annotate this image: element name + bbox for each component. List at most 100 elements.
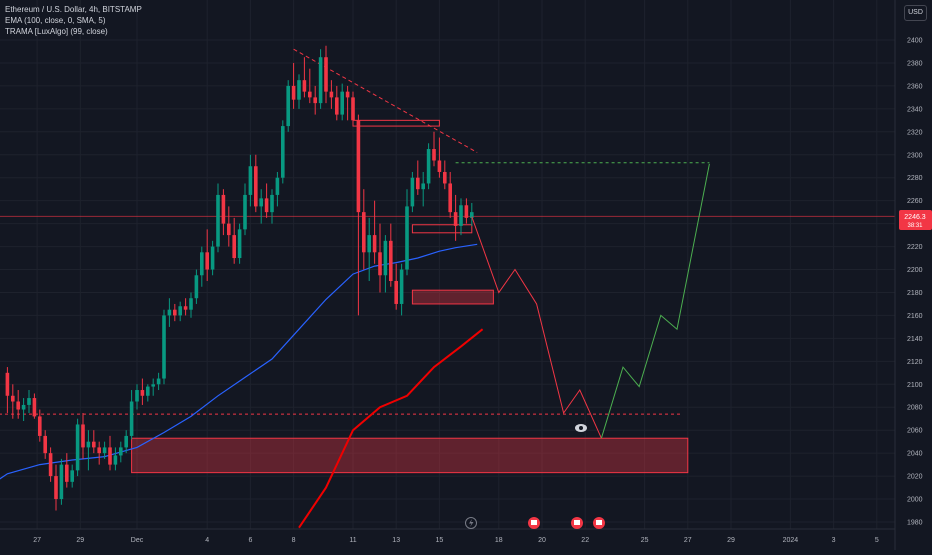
trama-line bbox=[298, 328, 484, 529]
candle-down bbox=[232, 235, 236, 259]
time-tick-label: 27 bbox=[33, 537, 41, 544]
time-tick-label: 18 bbox=[495, 537, 503, 544]
candle-down bbox=[173, 309, 177, 316]
price-tick-label: 2260 bbox=[907, 198, 923, 205]
candle-up bbox=[259, 198, 263, 207]
candle-down bbox=[453, 212, 458, 226]
candle-down bbox=[97, 447, 101, 454]
time-tick-label: 8 bbox=[292, 537, 296, 544]
candle-down bbox=[302, 80, 307, 92]
time-tick-label: 3 bbox=[832, 537, 836, 544]
time-tick-label: 22 bbox=[581, 537, 589, 544]
eye-icon[interactable] bbox=[575, 424, 587, 432]
candle-up bbox=[151, 384, 155, 387]
candle-down bbox=[335, 97, 339, 115]
candle-down bbox=[432, 149, 436, 161]
candle-down bbox=[254, 166, 258, 207]
last-price-badge-bg bbox=[899, 210, 932, 230]
time-tick-label: 27 bbox=[684, 537, 692, 544]
candle-up bbox=[399, 269, 404, 304]
candle-down bbox=[329, 91, 334, 98]
candle-up bbox=[156, 378, 161, 385]
candle-up bbox=[119, 447, 123, 456]
candle-up bbox=[340, 91, 344, 115]
event-markers[interactable] bbox=[465, 517, 606, 529]
symbol-title[interactable]: Ethereum / U.S. Dollar, 4h, BITSTAMP bbox=[5, 5, 142, 14]
calendar-event-icon[interactable] bbox=[528, 517, 540, 529]
candle-down bbox=[5, 372, 10, 396]
price-tick-label: 2140 bbox=[907, 336, 923, 343]
price-axis[interactable]: 1980 2000 2020 2040 2060 2080 2100 2120 2140 2160… bbox=[907, 38, 923, 527]
lightning-icon[interactable] bbox=[465, 517, 477, 529]
ema-indicator-label[interactable]: EMA (100, close, 0, SMA, 5) bbox=[5, 16, 106, 25]
price-tick-label: 2320 bbox=[907, 129, 923, 136]
candle-up bbox=[162, 315, 166, 379]
last-price-badge: 2246.3 38:31 bbox=[899, 210, 932, 230]
time-tick-label: Dec bbox=[131, 537, 144, 544]
candle-down bbox=[65, 464, 69, 482]
candle-down bbox=[345, 91, 350, 98]
time-tick-label: 13 bbox=[392, 537, 400, 544]
candle-up bbox=[459, 205, 463, 226]
time-tick-label: 25 bbox=[641, 537, 649, 544]
time-tick-label: 4 bbox=[205, 537, 209, 544]
candle-down bbox=[205, 252, 209, 270]
candle-up bbox=[270, 194, 274, 213]
candle-up bbox=[124, 435, 128, 448]
candle-up bbox=[297, 80, 301, 100]
candle-up bbox=[243, 194, 247, 230]
zones-layer bbox=[0, 48, 710, 474]
candle-up bbox=[405, 206, 409, 270]
candle-down bbox=[227, 223, 231, 236]
candle-up bbox=[421, 183, 425, 190]
candle-down bbox=[183, 306, 188, 310]
price-tick-label: 2000 bbox=[907, 497, 923, 504]
calendar-event-icon[interactable] bbox=[593, 517, 605, 529]
price-tick-label: 2080 bbox=[907, 405, 923, 412]
candle-down bbox=[81, 424, 85, 448]
candle-up bbox=[27, 398, 31, 405]
trama-indicator-label[interactable]: TRAMA [LuxAlgo] (99, close) bbox=[5, 27, 108, 36]
price-tick-label: 2220 bbox=[907, 244, 923, 251]
candle-up bbox=[178, 306, 182, 316]
candle-up bbox=[70, 470, 74, 482]
candle-down bbox=[32, 398, 37, 417]
candle-up bbox=[200, 252, 204, 276]
candle-up bbox=[286, 85, 290, 127]
bullish-projection-path bbox=[600, 163, 710, 439]
projection-layer bbox=[471, 163, 710, 439]
candle-up bbox=[426, 149, 431, 184]
calendar-event-icon[interactable] bbox=[571, 517, 583, 529]
candle-down bbox=[11, 395, 15, 402]
candle-up bbox=[146, 386, 150, 396]
candle-up bbox=[275, 177, 280, 195]
candle-down bbox=[308, 91, 312, 98]
time-axis[interactable]: 27 29 Dec 4 6 8 11 13 15 18 20 22 25 27 29 2024 3 5 bbox=[33, 537, 879, 544]
price-tick-label: 2120 bbox=[907, 359, 923, 366]
candle-up bbox=[367, 235, 371, 253]
currency-button[interactable]: USD bbox=[904, 5, 927, 21]
time-tick-label: 5 bbox=[875, 537, 879, 544]
candle-down bbox=[291, 85, 296, 100]
candle-up bbox=[281, 126, 285, 178]
last-price-value: 2246.3 bbox=[904, 214, 926, 221]
candle-up bbox=[383, 240, 388, 276]
candle-down bbox=[264, 198, 269, 213]
price-tick-label: 2040 bbox=[907, 451, 923, 458]
candles-layer bbox=[5, 45, 474, 511]
candle-down bbox=[437, 160, 442, 172]
candle-up bbox=[129, 401, 134, 436]
demand-zone bbox=[411, 289, 494, 305]
candle-down bbox=[140, 390, 145, 396]
time-tick-label: 11 bbox=[349, 537, 356, 544]
price-tick-label: 2280 bbox=[907, 175, 923, 182]
candle-down bbox=[92, 441, 96, 448]
chart-legend: Ethereum / U.S. Dollar, 4h, BITSTAMP EMA… bbox=[5, 4, 142, 37]
candle-down bbox=[464, 205, 469, 218]
candle-down bbox=[443, 171, 447, 184]
candle-up bbox=[135, 390, 139, 402]
candle-up bbox=[86, 441, 91, 448]
price-tick-label: 2020 bbox=[907, 474, 923, 481]
